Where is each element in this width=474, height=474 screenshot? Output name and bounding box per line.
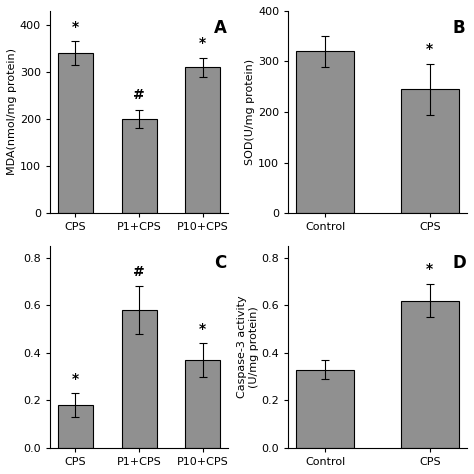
Y-axis label: SOD(U/mg protein): SOD(U/mg protein) xyxy=(246,59,255,165)
Text: #: # xyxy=(133,265,145,279)
Text: *: * xyxy=(199,322,206,336)
Text: D: D xyxy=(452,254,466,272)
Text: *: * xyxy=(426,263,433,276)
Text: *: * xyxy=(72,372,79,386)
Bar xyxy=(58,53,93,213)
Bar xyxy=(296,370,354,448)
Text: *: * xyxy=(72,19,79,34)
Y-axis label: Caspase-3 activity
(U/mg protein): Caspase-3 activity (U/mg protein) xyxy=(237,296,259,398)
Bar xyxy=(121,310,156,448)
Bar xyxy=(185,67,220,213)
Bar xyxy=(185,360,220,448)
Text: #: # xyxy=(133,88,145,102)
Bar xyxy=(121,119,156,213)
Text: *: * xyxy=(426,42,433,56)
Text: *: * xyxy=(199,36,206,50)
Bar xyxy=(296,51,354,213)
Text: A: A xyxy=(214,19,227,37)
Bar xyxy=(58,405,93,448)
Bar xyxy=(401,301,458,448)
Text: B: B xyxy=(452,19,465,37)
Bar xyxy=(401,89,458,213)
Y-axis label: MDA(nmol/mg protein): MDA(nmol/mg protein) xyxy=(7,48,17,175)
Text: C: C xyxy=(214,254,226,272)
